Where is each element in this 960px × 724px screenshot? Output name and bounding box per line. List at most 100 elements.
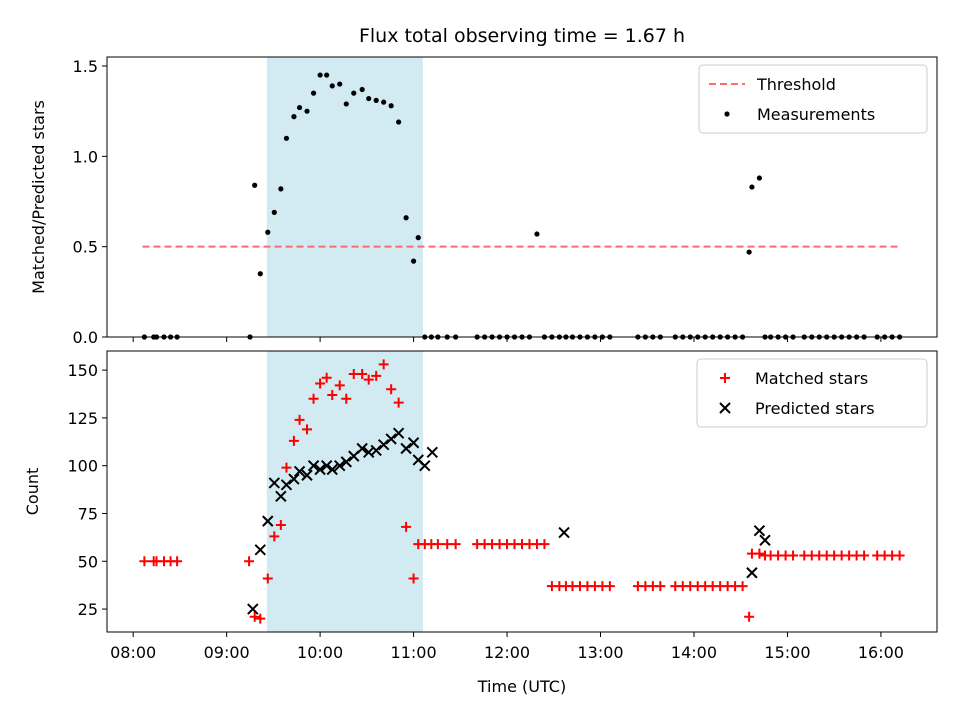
x-tick-label: 15:00 xyxy=(764,643,810,662)
predicted-star-point xyxy=(407,437,420,449)
measurement-point xyxy=(410,258,417,264)
matched-star-point xyxy=(408,573,419,584)
measurement-point xyxy=(366,95,372,102)
y-tick-label: 75 xyxy=(78,504,98,523)
measurement-point xyxy=(534,231,540,237)
legend: Matched stars Predicted stars xyxy=(696,358,928,428)
measurement-point xyxy=(337,81,343,87)
x-axis-label: Time (UTC) xyxy=(477,677,566,696)
matched-star-point xyxy=(401,521,412,532)
y-tick-label: 1.5 xyxy=(73,57,98,76)
x-tick-label: 14:00 xyxy=(671,643,717,662)
matched-star-point xyxy=(341,393,352,404)
measurement-point xyxy=(749,184,755,190)
predicted-star-point xyxy=(280,479,293,491)
y-tick-label: 0.5 xyxy=(73,238,98,257)
y-tick-label: 150 xyxy=(67,361,98,380)
measurement-point xyxy=(403,215,409,221)
measurement-point xyxy=(746,249,752,255)
x-tick-label: 10:00 xyxy=(297,643,343,662)
predicted-star-point xyxy=(753,524,766,537)
legend-predicted-swatch xyxy=(719,402,731,414)
matched-star-point xyxy=(281,462,292,473)
y-tick-label: 1.0 xyxy=(73,147,98,166)
matched-star-point xyxy=(275,519,286,530)
matched-star-point xyxy=(348,368,359,379)
measurement-point xyxy=(271,209,277,215)
measurement-point xyxy=(324,72,330,78)
predicted-star-point xyxy=(293,465,306,478)
legend-box xyxy=(698,64,928,134)
x-tick-label: 08:00 xyxy=(110,643,156,662)
matched-star-point xyxy=(269,531,280,542)
matched-star-point xyxy=(327,389,338,400)
matched-star-point xyxy=(249,611,260,622)
matched-star-point xyxy=(894,550,905,561)
predicted-star-point xyxy=(558,526,570,539)
measurement-point xyxy=(257,271,263,277)
measurement-point xyxy=(291,114,297,120)
predicted-star-point xyxy=(334,459,346,472)
matched-star-point xyxy=(378,359,389,370)
matched-star-point xyxy=(139,556,150,567)
x-tick-label: 16:00 xyxy=(858,643,904,662)
measurement-point xyxy=(415,235,421,241)
y-tick-label: 125 xyxy=(67,409,98,428)
plot-frame xyxy=(106,56,938,338)
matched-star-point xyxy=(604,581,615,592)
measurement-point xyxy=(388,103,394,109)
matched-star-point xyxy=(539,539,550,550)
matched-star-point xyxy=(262,573,273,584)
matched-star-point xyxy=(315,378,326,389)
matched-star-point xyxy=(788,550,799,561)
matched-star-point xyxy=(432,539,443,550)
predicted-star-point xyxy=(385,433,397,445)
predicted-star-point xyxy=(254,544,266,556)
measurement-point xyxy=(359,86,365,93)
measurement-point xyxy=(351,90,357,96)
predicted-star-point xyxy=(426,446,438,459)
measurement-point xyxy=(278,186,284,192)
predicted-star-point xyxy=(268,477,281,489)
matched-star-point xyxy=(450,539,461,550)
observing-span xyxy=(266,57,423,337)
predicted-star-point xyxy=(370,444,382,457)
matched-star-point xyxy=(288,435,299,446)
matched-star-point xyxy=(655,581,666,592)
predicted-star-point xyxy=(275,490,287,502)
matched-star-point xyxy=(363,374,374,385)
matched-star-point xyxy=(308,393,319,404)
ratio-panel: 0.0 0.5 1.0 1.5 Matched/Predicted stars Thres… xyxy=(29,56,938,347)
measurement-point xyxy=(373,97,379,103)
predicted-star-point xyxy=(288,473,300,485)
matched-star-point xyxy=(255,613,266,624)
legend-box xyxy=(696,358,928,428)
legend-measurement-swatch xyxy=(724,111,730,117)
predicted-star-point xyxy=(326,463,338,476)
predicted-star-point xyxy=(400,442,412,455)
predicted-star-point xyxy=(759,534,771,546)
measurement-point xyxy=(396,119,402,125)
observing-span xyxy=(266,351,423,632)
matched-star-point xyxy=(357,368,368,379)
matched-star-point xyxy=(334,380,345,391)
measurement-point xyxy=(310,90,317,96)
predicted-star-point xyxy=(262,515,274,527)
matched-star-point xyxy=(754,548,765,559)
matched-star-point xyxy=(744,611,755,622)
legend-label: Measurements xyxy=(757,105,875,124)
matched-star-point xyxy=(386,384,397,395)
measurement-point xyxy=(756,175,763,181)
legend-label: Predicted stars xyxy=(755,399,875,418)
predicted-star-point xyxy=(419,459,431,472)
legend: Threshold Measurements xyxy=(698,64,928,134)
measurement-point xyxy=(343,101,349,107)
plot-frame xyxy=(106,350,938,633)
series-matched-stars xyxy=(139,359,905,624)
x-tick-label: 11:00 xyxy=(391,643,437,662)
matched-star-point xyxy=(294,414,305,425)
predicted-star-point xyxy=(746,567,758,579)
y-axis-label: Matched/Predicted stars xyxy=(29,100,48,294)
